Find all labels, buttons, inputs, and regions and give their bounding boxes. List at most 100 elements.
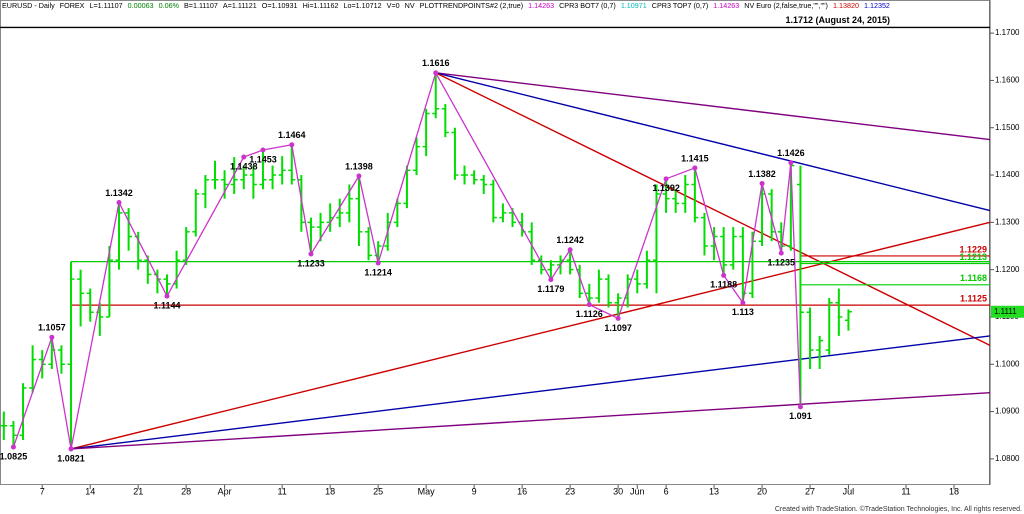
pivot-label: 1.1144 [153, 301, 180, 311]
y-tick-label: 1.1300 [995, 217, 1020, 226]
pivot-dot [797, 404, 803, 410]
x-tick-label: Jun [630, 486, 645, 496]
pivot-dot [260, 147, 266, 153]
pivot-label: 1.1342 [105, 188, 133, 198]
footer: Created with TradeStation. ©TradeStation… [775, 505, 1022, 513]
x-tick-label: 25 [373, 486, 383, 496]
level-label: 1.1125 [960, 294, 987, 304]
pivot-dot [375, 260, 381, 266]
header-item: CPR3 TOP7 (0,7) [651, 1, 709, 10]
y-tick-label: 1.1600 [995, 76, 1020, 85]
y-tick-label: 1.1400 [995, 170, 1020, 179]
y-tick-label: 1.1200 [995, 265, 1020, 274]
pivot-label: 1.1235 [767, 257, 795, 267]
pivot-dot [241, 154, 247, 160]
pivot-label: 1.1438 [230, 161, 258, 171]
pivot-dot [740, 300, 746, 306]
last-price-label: 1.1111 [994, 307, 1017, 316]
pivot-dot [308, 251, 314, 257]
x-tick-label: 23 [565, 486, 575, 496]
pivot-label: 1.1057 [38, 323, 66, 333]
y-tick-label: 1.1700 [995, 28, 1020, 37]
header-item: EURUSD - Daily [2, 1, 55, 10]
trend-line [435, 72, 991, 141]
header-item: PLOTTRENDPOINTS#2 (2,true) [419, 1, 524, 10]
pivot-dot [164, 293, 170, 299]
pivot-dot [759, 181, 765, 187]
pivot-label: 1.1426 [777, 148, 805, 158]
x-tick-label: 18 [325, 486, 335, 496]
pivot-dot [567, 247, 573, 253]
pivot-label: 1.1097 [604, 323, 632, 333]
header-item: NV [404, 1, 415, 10]
header-item: O=1.10931 [261, 1, 298, 10]
x-tick-label: 30 [613, 486, 623, 496]
x-tick-label: May [418, 486, 436, 496]
pivot-line [12, 71, 802, 450]
header-item: CPR3 BOT7 (0,7) [559, 1, 616, 10]
pivot-dot [615, 315, 621, 321]
pivot-label: 1.0821 [57, 453, 85, 463]
pivot-dot [49, 334, 55, 340]
x-tick-label: 16 [517, 486, 527, 496]
pivot-label: 1.1398 [345, 161, 373, 171]
header-item: 0.06% [158, 1, 179, 10]
pivot-dot [788, 160, 794, 166]
header-item: Hi=1.11162 [302, 1, 339, 10]
pivot-label: 1.1126 [576, 309, 603, 319]
pivot-dot [586, 302, 592, 308]
x-tick-label: 27 [805, 486, 815, 496]
x-tick-label: 18 [949, 486, 959, 496]
y-tick-label: 1.0800 [995, 454, 1020, 463]
pivot-label: 1.1188 [710, 280, 737, 290]
pivot-label: 1.1382 [748, 169, 776, 179]
pivot-label: 1.1233 [297, 258, 325, 268]
pivot-label: 1.1392 [652, 183, 680, 193]
pivot-dot [10, 444, 16, 450]
x-tick-label: 14 [85, 486, 95, 496]
header-item: L=1.11107 [89, 1, 123, 10]
pivot-dot [663, 176, 669, 182]
x-tick-label: 13 [709, 486, 719, 496]
y-tick-label: 1.0900 [995, 407, 1020, 416]
x-tick-label: 9 [472, 486, 477, 496]
header-item: Lo=1.10712 [343, 1, 382, 10]
pivot-dot [721, 272, 727, 278]
header-item: 0.00063 [127, 1, 154, 10]
x-tick-label: 11 [277, 486, 286, 496]
pivot-label: 1.1453 [249, 154, 277, 164]
x-tick-label: 11 [901, 486, 910, 496]
trend-line [70, 221, 991, 450]
reference-label: 1.1712 (August 24, 2015) [785, 15, 890, 25]
header-item: 1.12352 [863, 1, 890, 10]
level-label: 1.1229 [959, 244, 987, 254]
x-tick-label: Apr [218, 486, 232, 496]
x-tick-label: Jul [843, 486, 855, 496]
header-item: 1.13820 [832, 1, 859, 10]
pivot-label: 1.1616 [422, 58, 450, 68]
pivot-dot [433, 70, 439, 76]
pivot-label: 1.1242 [556, 235, 584, 245]
x-tick-label: 20 [757, 486, 767, 496]
pivot-dot [778, 250, 784, 256]
header-item: B=1.11107 [183, 1, 218, 10]
pivot-label: 1.1415 [681, 153, 709, 163]
x-tick-label: 21 [133, 486, 143, 496]
header-item: 1.14263 [528, 1, 555, 10]
header-item: V=0 [386, 1, 400, 10]
x-tick-label: 6 [664, 486, 669, 496]
level-label: 1.1213 [959, 252, 987, 262]
y-tick-label: 1.1500 [995, 123, 1020, 132]
pivot-dot [68, 446, 74, 452]
pivot-label: 1.091 [789, 411, 812, 421]
y-tick-label: 1.1000 [995, 359, 1020, 368]
trend-line [70, 335, 991, 450]
pivot-dot [548, 277, 554, 283]
trend-line [435, 72, 991, 346]
x-tick-label: 28 [181, 486, 191, 496]
header-item: A=1.11121 [222, 1, 257, 10]
header-item: 1.14263 [713, 1, 740, 10]
pivot-label: 1.1214 [364, 267, 392, 277]
pivot-label: 1.113 [732, 307, 754, 317]
